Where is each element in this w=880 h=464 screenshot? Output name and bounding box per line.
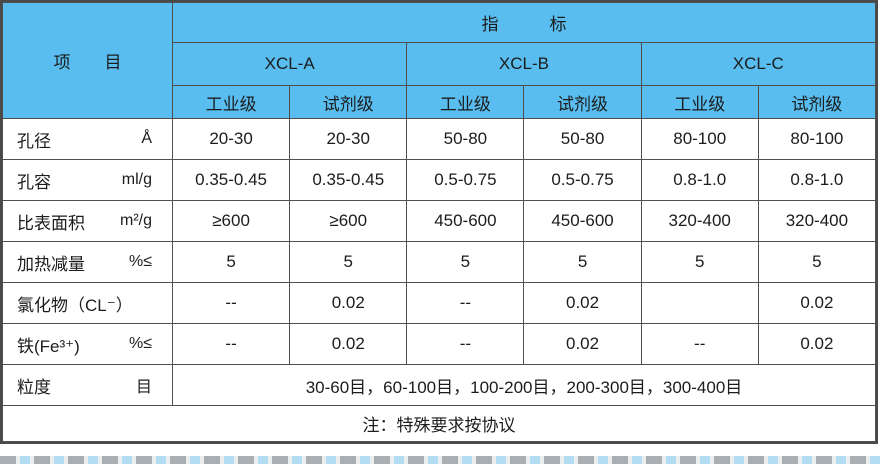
- value-cell: 20-30: [171, 118, 291, 160]
- value-cell: 0.02: [757, 282, 877, 324]
- row-label-cell: 铁(Fe³⁺) %≤: [2, 323, 173, 365]
- value-cell: ≥600: [171, 200, 291, 242]
- value-cell: 0.02: [289, 282, 408, 324]
- grade-header-c-reagent: 试剂级: [757, 85, 877, 119]
- value-cell: 0.02: [289, 323, 408, 365]
- value-cell: 320-400: [757, 200, 877, 242]
- row-label-cell: 加热减量 %≤: [2, 241, 173, 283]
- row-unit: %≤: [128, 335, 152, 352]
- value-cell: 0.02: [523, 282, 642, 324]
- row-label: 孔径: [17, 131, 51, 151]
- value-cell: 0.35-0.45: [171, 159, 291, 201]
- granularity-value-cell: 30-60目，60-100目，100-200目，200-300目，300-400…: [172, 364, 876, 406]
- value-cell: 0.5-0.75: [406, 159, 525, 201]
- table-row-heating-loss: 加热减量 %≤ 5 5 5 5 5 5: [2, 241, 877, 283]
- row-unit: m²/g: [120, 212, 152, 229]
- header-row-index: 项 目 指 标: [2, 2, 876, 119]
- value-cell: 5: [406, 241, 525, 283]
- value-cell: 0.35-0.45: [289, 159, 408, 201]
- header-row-products: XCL-A XCL-B XCL-C: [3, 42, 877, 86]
- value-cell: 0.5-0.75: [523, 159, 642, 201]
- row-label: 加热减量: [17, 254, 85, 274]
- grade-header-c-industrial: 工业级: [640, 85, 759, 119]
- row-unit: ml/g: [121, 171, 152, 188]
- value-cell: 0.8-1.0: [640, 159, 759, 201]
- table-row-granularity: 粒度 目 30-60目，60-100目，100-200目，200-300目，30…: [2, 364, 876, 406]
- value-cell: 80-100: [757, 118, 877, 160]
- value-cell: 50-80: [523, 118, 642, 160]
- index-header-cell: 指 标: [172, 2, 876, 43]
- value-cell: 0.02: [523, 323, 642, 365]
- row-label: 比表面积: [17, 213, 85, 233]
- row-label: 粒度: [17, 377, 51, 397]
- grade-header-b-reagent: 试剂级: [523, 85, 642, 119]
- item-header-cell: 项 目: [2, 2, 173, 119]
- row-label: 氯化物（CL⁻）: [17, 295, 133, 315]
- value-cell: 0.8-1.0: [757, 159, 877, 201]
- value-cell: 5: [289, 241, 408, 283]
- value-cell: --: [171, 323, 291, 365]
- value-cell: 5: [640, 241, 759, 283]
- row-label-cell: 氯化物（CL⁻）: [2, 282, 173, 324]
- value-cell: ≥600: [289, 200, 408, 242]
- value-cell: 450-600: [523, 200, 642, 242]
- table-row-chloride: 氯化物（CL⁻） -- 0.02 -- 0.02 0.02: [2, 282, 877, 324]
- row-unit: Å: [141, 130, 152, 147]
- value-cell: --: [406, 323, 525, 365]
- value-cell: 5: [757, 241, 877, 283]
- grade-header-a-industrial: 工业级: [171, 85, 291, 119]
- value-cell: 20-30: [289, 118, 408, 160]
- row-unit: %≤: [128, 253, 152, 270]
- value-cell: 50-80: [406, 118, 525, 160]
- spec-table: 项 目 指 标 XCL-A XCL-B XCL-C 工业级 试剂级 工业级 试剂…: [2, 2, 877, 442]
- header-row-grades: 工业级 试剂级 工业级 试剂级 工业级 试剂级: [3, 85, 877, 119]
- table-row-specific-surface-area: 比表面积 m²/g ≥600 ≥600 450-600 450-600 320-…: [2, 200, 877, 242]
- row-label: 孔容: [17, 172, 51, 192]
- row-label-cell: 孔容 ml/g: [2, 159, 173, 201]
- product-header-xcl-a: XCL-A: [171, 42, 408, 86]
- value-cell: --: [640, 323, 759, 365]
- product-header-xcl-c: XCL-C: [640, 42, 877, 86]
- row-label-cell: 比表面积 m²/g: [2, 200, 173, 242]
- cutoff-next-table-edge: [0, 456, 880, 464]
- value-cell: 450-600: [406, 200, 525, 242]
- spec-table-container: 项 目 指 标 XCL-A XCL-B XCL-C 工业级 试剂级 工业级 试剂…: [0, 0, 878, 444]
- value-cell: 5: [171, 241, 291, 283]
- table-row-note: 注：特殊要求按协议: [2, 405, 876, 442]
- note-cell: 注：特殊要求按协议: [2, 405, 876, 442]
- value-cell: 0.02: [757, 323, 877, 365]
- row-label-cell: 孔径 Å: [2, 118, 173, 160]
- value-cell: 320-400: [640, 200, 759, 242]
- value-cell: 80-100: [640, 118, 759, 160]
- table-row-pore-volume: 孔容 ml/g 0.35-0.45 0.35-0.45 0.5-0.75 0.5…: [2, 159, 877, 201]
- value-cell: --: [406, 282, 525, 324]
- row-label: 铁(Fe³⁺): [17, 336, 80, 356]
- value-cell: [640, 282, 759, 324]
- row-unit: 目: [135, 379, 152, 396]
- value-cell: --: [171, 282, 291, 324]
- value-cell: 5: [523, 241, 642, 283]
- table-row-iron: 铁(Fe³⁺) %≤ -- 0.02 -- 0.02 -- 0.02: [2, 323, 877, 365]
- product-header-xcl-b: XCL-B: [406, 42, 642, 86]
- grade-header-b-industrial: 工业级: [406, 85, 525, 119]
- table-row-pore-diameter: 孔径 Å 20-30 20-30 50-80 50-80 80-100 80-1…: [2, 118, 877, 160]
- grade-header-a-reagent: 试剂级: [289, 85, 408, 119]
- row-label-cell: 粒度 目: [2, 364, 173, 406]
